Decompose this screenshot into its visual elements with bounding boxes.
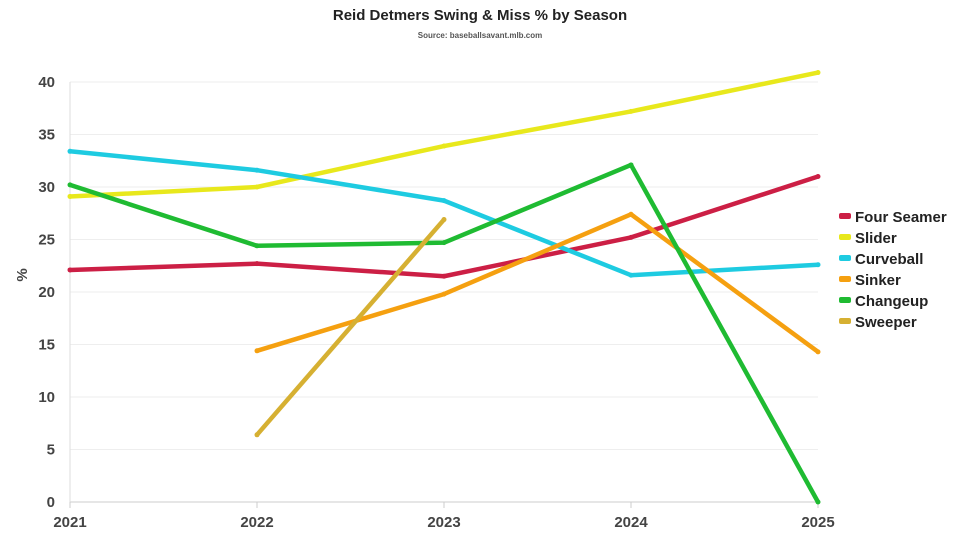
data-point [628,108,634,114]
data-point [815,262,821,268]
data-point [815,499,821,505]
chart-title: Reid Detmers Swing & Miss % by Season [332,7,628,24]
legend-swatch [839,276,851,282]
y-tick-label: 35 [38,127,55,144]
y-tick-label: 5 [47,442,55,459]
y-tick-label: 10 [38,389,55,406]
data-point [67,193,73,199]
data-point [441,198,447,204]
data-point [628,272,634,278]
data-point [254,432,260,438]
legend-label: Sinker [855,272,901,289]
data-point [441,217,447,223]
legend-label: Changeup [855,293,928,310]
legend-swatch [839,318,851,324]
legend-swatch [839,297,851,303]
data-point [254,167,260,173]
y-tick-label: 15 [38,337,55,354]
data-point [254,348,260,354]
x-tick-label: 2024 [614,514,648,531]
x-tick-label: 2023 [427,514,460,531]
data-point [628,234,634,240]
data-point [254,243,260,249]
chart-subtitle: Source: baseballsavant.mlb.com [417,31,543,40]
legend-swatch [839,255,851,261]
data-point [441,143,447,149]
legend-swatch [839,213,851,219]
y-tick-label: 25 [38,232,55,249]
x-tick-label: 2022 [240,514,273,531]
data-point [254,184,260,190]
data-point [67,148,73,154]
x-tick-label: 2021 [53,514,86,531]
x-tick-label: 2025 [801,514,834,531]
series-line-changeup [69,162,820,504]
data-point [628,162,634,168]
data-point [441,273,447,279]
y-tick-label: 30 [38,179,55,196]
data-point [815,349,821,355]
series-line-sinker [256,212,820,354]
data-point [441,240,447,246]
legend-label: Slider [855,230,897,247]
data-point [441,291,447,297]
data-point [254,261,260,267]
series-line-sweeper [255,218,446,437]
data-point [628,211,634,217]
legend-swatch [839,234,851,240]
y-tick-label: 40 [38,74,55,91]
legend-label: Sweeper [855,314,917,331]
legend-label: Curveball [855,251,923,268]
data-point [815,174,821,179]
y-tick-label: 20 [38,284,55,301]
data-point [67,267,73,273]
data-point [815,70,821,76]
y-axis-label: % [14,268,31,281]
y-tick-label: 0 [47,494,55,511]
data-point [67,182,73,188]
legend-label: Four Seamer [855,209,947,226]
